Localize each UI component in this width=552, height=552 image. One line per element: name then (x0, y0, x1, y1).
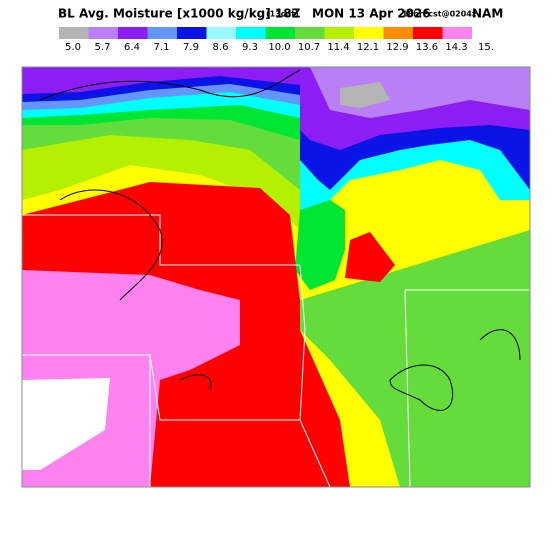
field (22, 67, 300, 94)
colorbar-label: 12.1 (357, 42, 379, 53)
colorbar-label: 5.7 (95, 42, 111, 53)
field (22, 378, 110, 470)
map (21, 66, 531, 488)
colorbar-label: 12.9 (386, 42, 408, 53)
title: BL Avg. Moisture [x1000 kg/kg] 18Z (58, 7, 301, 21)
color-swatch (59, 27, 89, 39)
colorbar-label: 14.3 (445, 42, 467, 53)
colorbar-label: 7.1 (154, 42, 170, 53)
field (295, 200, 345, 290)
model: NAM (472, 7, 503, 21)
color-swatch (295, 27, 325, 39)
colorbar-label: 15. (478, 42, 494, 53)
state-borders (22, 214, 530, 488)
time-note: (13cdt) (266, 10, 299, 19)
field (340, 82, 390, 108)
colorbar-label: 7.9 (183, 42, 199, 53)
color-swatch (413, 27, 443, 39)
color-swatch (88, 27, 118, 39)
color-swatch (206, 27, 236, 39)
colorbar-label: 13.6 (416, 42, 438, 53)
color-swatch (236, 27, 266, 39)
color-swatch (265, 27, 295, 39)
contours (39, 69, 521, 411)
color-swatch (118, 27, 148, 39)
colorbar-label: 9.3 (242, 42, 258, 53)
color-swatch (324, 27, 354, 39)
header: BL Avg. Moisture [x1000 kg/kg] 18Z (13cd… (58, 7, 503, 21)
color-swatch (383, 27, 413, 39)
color-swatch (354, 27, 384, 39)
field (300, 230, 530, 487)
colorbar: 5.0 5.7 6.4 7.1 7.9 8.6 9.3 10.0 10.7 11.4 12.1 12.… (59, 27, 494, 53)
map-frame (21, 66, 531, 488)
color-swatch (177, 27, 207, 39)
color-swatch (147, 27, 177, 39)
colorbar-label: 8.6 (213, 42, 229, 53)
colorbar-label: 5.0 (65, 42, 81, 53)
colorbar-label: 10.7 (298, 42, 320, 53)
colorbar-label: 6.4 (124, 42, 140, 53)
colorbar-label: 10.0 (268, 42, 290, 53)
date: MON 13 Apr 2026 (312, 7, 431, 21)
forecast: 18hrFcst@0204z (402, 10, 477, 19)
field (345, 232, 395, 282)
color-swatch (442, 27, 472, 39)
colorbar-label: 11.4 (327, 42, 349, 53)
